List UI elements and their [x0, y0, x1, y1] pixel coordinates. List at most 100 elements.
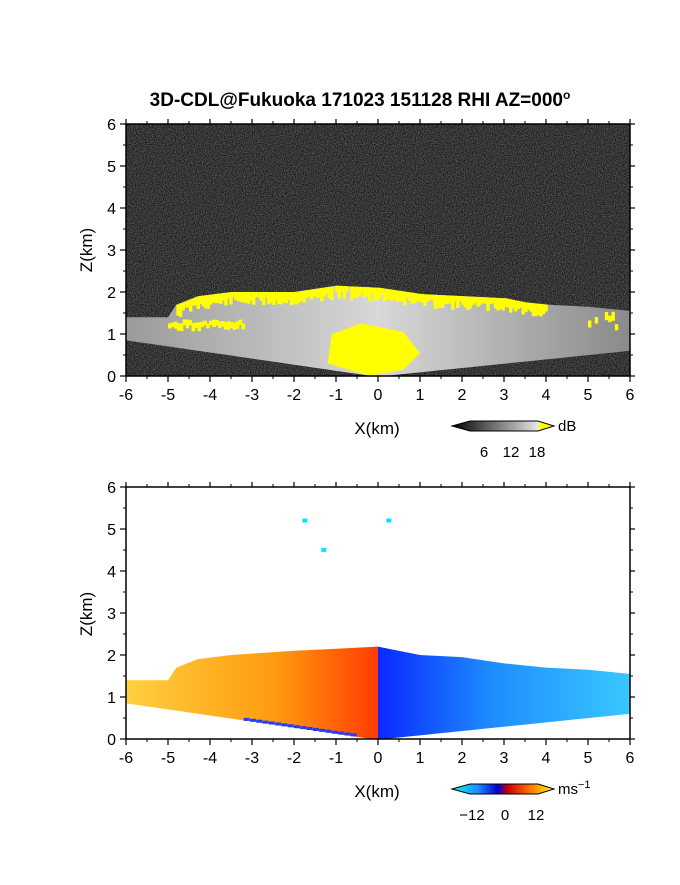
bright-echo-cell [443, 295, 447, 305]
bright-echo-cell [231, 292, 236, 298]
velocity-speckle [287, 724, 294, 728]
bright-echo-cell [229, 292, 233, 305]
x-tick-label: -3 [245, 750, 259, 767]
x-tick-label: -1 [329, 387, 343, 404]
velocity-speckle [294, 725, 300, 729]
bright-echo-cell [456, 295, 460, 308]
bright-echo-cell [544, 304, 548, 312]
bright-echo-cell [526, 302, 531, 310]
bright-echo-cell [257, 292, 261, 298]
bright-echo-cell [483, 297, 488, 304]
bright-echo-cell [259, 292, 263, 301]
x-tick-label: -1 [329, 750, 343, 767]
bright-echo-cell [611, 311, 615, 321]
bright-echo-cell [481, 297, 485, 304]
bright-echo-cell [168, 323, 172, 329]
bright-echo-cell [375, 287, 379, 300]
bright-echo-cell [350, 286, 354, 301]
bright-echo-cell [217, 321, 222, 328]
velocity-speckle [300, 726, 307, 730]
backscatter-x-axis-label: X(km) [354, 419, 399, 438]
bright-echo-cell [181, 302, 185, 311]
velocity-speckle [302, 518, 308, 523]
bright-echo-cell [370, 287, 374, 294]
bright-echo-cell [453, 295, 457, 302]
velocity-y-axis-label: Z(km) [77, 592, 96, 636]
bright-echo-cell [246, 292, 251, 304]
bright-echo-cell [232, 322, 237, 330]
velocity-speckle [338, 731, 345, 735]
x-tick-label: -5 [161, 750, 175, 767]
bright-echo-cell [194, 297, 198, 306]
y-tick-label: 6 [107, 117, 116, 134]
x-tick-label: 3 [500, 387, 509, 404]
bright-echo-cell [608, 315, 612, 323]
velocity-colorbar-tick: 0 [501, 807, 509, 824]
y-tick-label: 3 [107, 606, 116, 623]
bright-echo-cell [604, 312, 609, 321]
bright-echo-cell [186, 300, 190, 308]
bright-echo-cell [292, 292, 296, 305]
bright-echo-cell [200, 321, 204, 328]
bright-echo-cell [395, 290, 400, 303]
bright-echo-cell [614, 324, 619, 331]
bright-echo-cell [378, 287, 382, 299]
bright-echo-cell [264, 292, 268, 298]
bright-echo-cell [461, 296, 465, 305]
y-tick-label: 2 [107, 648, 116, 665]
bright-echo-cell [229, 322, 234, 328]
bright-echo-cell [178, 303, 183, 317]
bright-echo-cell [441, 295, 445, 309]
velocity-speckle [386, 518, 392, 523]
bright-echo-cell [541, 304, 546, 315]
bright-echo-cell [294, 291, 299, 305]
bright-echo-cell [428, 294, 432, 300]
bright-echo-cell [274, 292, 279, 301]
bright-echo-cell [236, 292, 241, 302]
bright-echo-cell [393, 290, 397, 300]
bright-echo-cell [241, 323, 246, 330]
bright-echo-cell [372, 287, 377, 301]
velocity-speckle [256, 719, 263, 723]
bright-echo-cell [226, 292, 231, 299]
backscatter-colorbar-tick: 6 [480, 444, 488, 461]
bright-echo-cell [468, 296, 473, 309]
bright-echo-cell [262, 292, 266, 306]
backscatter-colorbar: dB 6 12 18 [450, 418, 576, 461]
bright-echo-cell [524, 302, 528, 313]
velocity-speckle [312, 727, 319, 731]
bright-echo-cell [413, 293, 417, 304]
velocity-colorbar: ms−1 −12 0 12 [450, 779, 591, 824]
bright-echo-cell [425, 294, 430, 302]
velocity-toward-region [126, 646, 378, 739]
x-tick-label: 2 [458, 750, 467, 767]
bright-echo-cell [244, 292, 248, 304]
bright-echo-cell [234, 292, 238, 300]
velocity-speckle [306, 727, 313, 731]
bright-echo-cell [435, 294, 440, 309]
backscatter-colorbar-tick: 12 [503, 444, 520, 461]
x-tick-label: 5 [584, 750, 593, 767]
bright-echo-cell [185, 319, 190, 329]
bright-echo-cell [458, 296, 463, 302]
bright-echo-cell [476, 296, 480, 307]
bright-echo-cell [330, 286, 334, 301]
bright-echo-cell [235, 321, 240, 329]
bright-echo-cell [282, 292, 286, 303]
bright-echo-cell [201, 295, 205, 307]
velocity-colorbar-tick: −12 [459, 807, 484, 824]
bright-echo-cell [488, 297, 493, 305]
bright-echo-cell [365, 287, 369, 297]
x-tick-label: 6 [626, 387, 635, 404]
bright-echo-cell [529, 302, 533, 312]
bright-echo-cell [212, 319, 216, 327]
bright-echo-cell [173, 321, 178, 329]
velocity-speckle [319, 728, 326, 732]
bright-echo-cell [176, 323, 181, 331]
bright-echo-cell [304, 290, 309, 298]
bright-echo-cell [400, 291, 405, 302]
bright-echo-cell [506, 298, 510, 308]
x-tick-label: -6 [119, 750, 133, 767]
